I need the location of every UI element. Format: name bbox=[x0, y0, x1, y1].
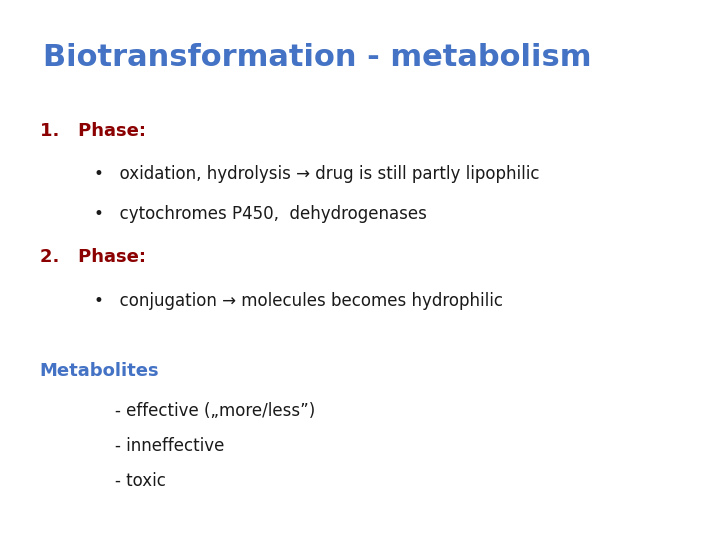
Text: Metabolites: Metabolites bbox=[40, 362, 159, 380]
Text: •   oxidation, hydrolysis → drug is still partly lipophilic: • oxidation, hydrolysis → drug is still … bbox=[94, 165, 539, 183]
Text: 1.   Phase:: 1. Phase: bbox=[40, 122, 145, 139]
Text: Biotransformation - metabolism: Biotransformation - metabolism bbox=[43, 43, 592, 72]
Text: - toxic: - toxic bbox=[115, 472, 166, 490]
Text: - effective („more/less”): - effective („more/less”) bbox=[115, 402, 315, 420]
Text: - inneffective: - inneffective bbox=[115, 437, 225, 455]
Text: 2.   Phase:: 2. Phase: bbox=[40, 248, 145, 266]
Text: •   cytochromes P450,  dehydrogenases: • cytochromes P450, dehydrogenases bbox=[94, 205, 426, 223]
Text: •   conjugation → molecules becomes hydrophilic: • conjugation → molecules becomes hydrop… bbox=[94, 292, 503, 309]
